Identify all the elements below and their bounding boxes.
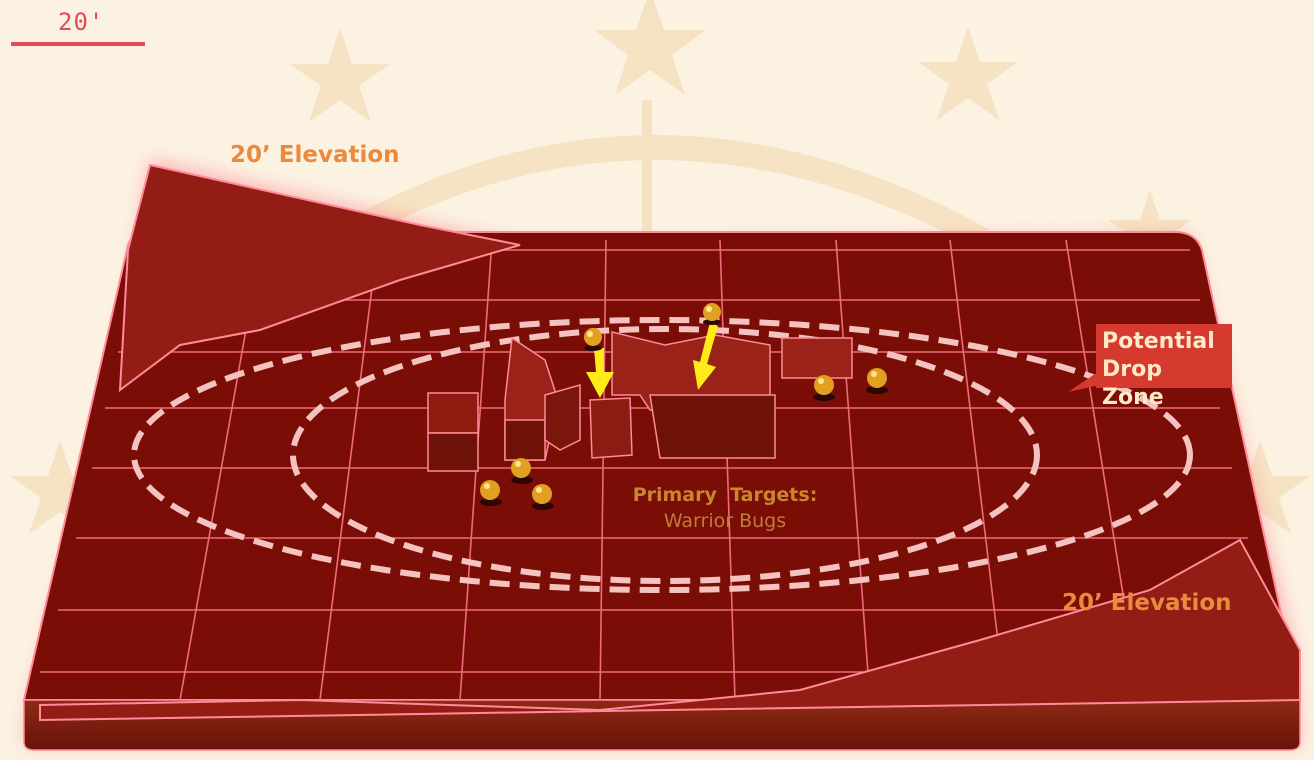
bug-icon	[703, 303, 721, 325]
bug-icon	[813, 375, 835, 401]
scale-bar	[11, 42, 145, 46]
bug-icon	[511, 458, 533, 484]
elevation-ridge-left	[118, 163, 521, 393]
drop-zone-line2: Drop Zone	[1102, 357, 1164, 410]
drop-zone-line1: Potential	[1102, 329, 1215, 354]
star-icon	[10, 440, 110, 534]
targets-name: Warrior Bugs	[663, 510, 787, 532]
elevation-label-bottom: 20’ Elevation	[1062, 590, 1232, 616]
drop-zone-pointer	[1068, 372, 1104, 392]
warrior-bugs	[480, 303, 888, 510]
star-icon	[1108, 190, 1192, 268]
primary-targets-label: Primary Targets: Warrior Bugs	[590, 482, 860, 534]
bug-icon	[584, 328, 602, 351]
scale-label: 20'	[58, 8, 105, 36]
elevation-ridge-right	[39, 538, 1301, 722]
drop-arrows	[586, 322, 718, 398]
bug-icon	[480, 480, 502, 506]
bug-icon	[532, 484, 554, 510]
arrow-down-icon	[693, 322, 718, 390]
star-icon	[918, 26, 1018, 120]
drop-zone-callout: Potential Drop Zone	[1096, 324, 1232, 410]
background-emblem	[10, 0, 1310, 534]
elevation-label-top: 20’ Elevation	[230, 142, 400, 168]
targets-title: Primary Targets:	[632, 484, 818, 506]
star-icon	[594, 0, 706, 95]
bug-icon	[866, 368, 888, 394]
arrow-down-icon	[586, 348, 614, 398]
star-icon	[290, 28, 390, 122]
drop-zone-inner-ring	[290, 326, 1040, 584]
drop-zone-outer-ring	[131, 317, 1193, 593]
structures	[427, 331, 853, 472]
star-icon	[1210, 440, 1310, 534]
